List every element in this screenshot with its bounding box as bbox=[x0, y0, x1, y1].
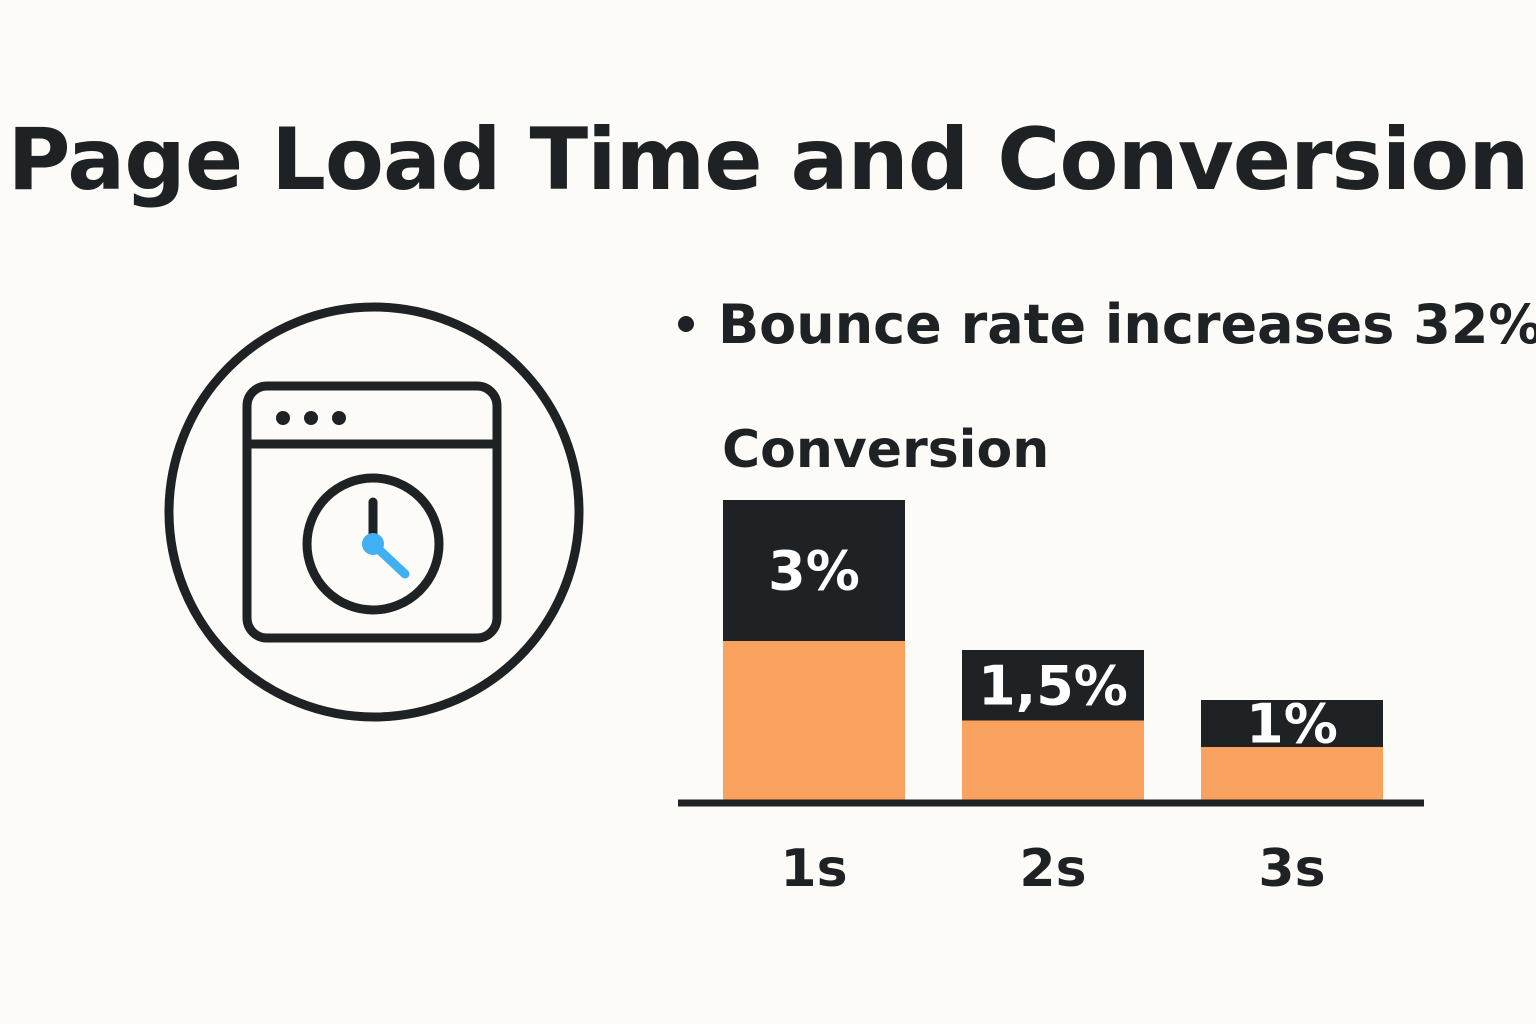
bar-3s-lower bbox=[1201, 747, 1383, 800]
clock-icon bbox=[302, 473, 444, 615]
x-tick-label-1s: 1s bbox=[780, 839, 847, 899]
page-title: Page Load Time and Conversion bbox=[7, 110, 1530, 210]
bar-value-label-3s: 1% bbox=[1246, 693, 1338, 756]
bar-value-label-1s: 3% bbox=[768, 540, 860, 603]
browser-window-icon bbox=[242, 381, 502, 643]
x-tick-label-3s: 3s bbox=[1258, 839, 1325, 899]
bar-3s-upper bbox=[1201, 700, 1383, 747]
bar-2s-upper bbox=[962, 650, 1144, 721]
bar-2s-lower bbox=[962, 720, 1144, 800]
bullet-dot bbox=[678, 316, 694, 333]
bar-1s-lower bbox=[723, 641, 905, 800]
outer-circle bbox=[164, 302, 584, 722]
conversion-bar-chart: 3% 1s 1,5% 2s 1% 3s bbox=[678, 500, 1424, 899]
chart-y-label: Conversion bbox=[722, 420, 1050, 480]
page-load-illustration bbox=[164, 302, 584, 722]
bounce-rate-text: Bounce rate increases 32% bbox=[718, 293, 1536, 356]
x-tick-label-2s: 2s bbox=[1019, 839, 1086, 899]
bar-1s-upper bbox=[723, 500, 905, 641]
bar-value-label-2s: 1,5% bbox=[978, 654, 1128, 717]
bounce-rate-bullet: Bounce rate increases 32% bbox=[678, 293, 1536, 356]
